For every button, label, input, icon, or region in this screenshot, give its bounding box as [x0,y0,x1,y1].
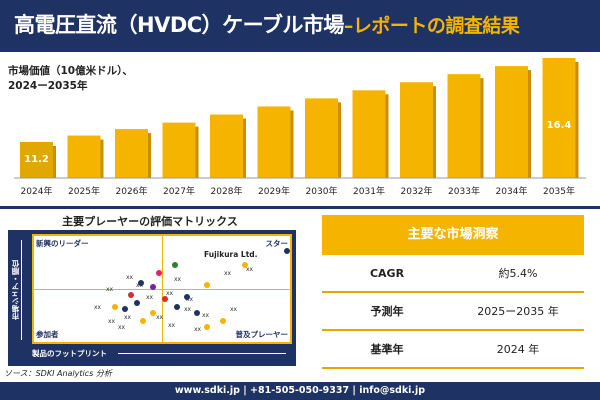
bar-2029年 [257,106,291,178]
bar-2032年 [400,82,433,178]
x-tick-label: 2027年 [163,185,195,197]
bar-2027年 [162,122,196,178]
bar-2024年 [20,142,53,178]
insight-row-base-year: 基準年 2024 年 [322,331,584,369]
chart-label-line2: 2024ー2035年 [8,80,88,92]
matrix-player-dot [204,324,210,330]
bar-2026年 [115,129,148,178]
matrix-player-label: xx [106,286,114,293]
matrix-player-dot [174,304,180,310]
matrix-player-dot [122,306,128,312]
x-tick-label: 2035年 [543,185,575,197]
matrix-player-dot [204,282,210,288]
page-title: 高電圧直流（HVDC）ケーブル市場–レポートの調査結果 [14,13,520,37]
bar-value-label: 11.2 [24,154,49,165]
matrix-title: 主要プレーヤーの評価マトリックス [62,215,238,228]
page-subtitle: –レポートの調査結果 [343,15,520,37]
insight-key: CAGR [369,266,405,280]
header-banner: 高電圧直流（HVDC）ケーブル市場–レポートの調査結果 [0,0,600,52]
bar-2035年 [542,58,576,178]
matrix-player-dot [194,310,200,316]
matrix-player-label: xx [124,314,132,321]
x-tick-label: 2028年 [211,185,243,197]
matrix-player-label: xx [94,304,102,311]
x-tick-label: 2029年 [258,185,290,197]
source-note: ソース：SDKI Analytics 分析 [4,369,112,378]
matrix-y-axis-label: 市場シェア・順位 [11,260,20,320]
matrix-player-label: xx [202,312,210,319]
matrix-player-dot [242,262,248,268]
matrix-player-dot [128,292,134,298]
bar-2034年 [495,66,528,178]
x-tick-label: 2032年 [401,185,433,197]
matrix-player-label: xx [184,306,192,313]
insight-value: 約5.4% [498,267,538,280]
matrix-player-dot [150,310,156,316]
insight-key: 予測年 [370,305,404,318]
bar-value-label: 16.4 [547,120,572,131]
matrix-player-dot [172,262,178,268]
matrix-player-label: xx [194,326,202,333]
insight-row-forecast: 予測年 2025ー2035 年 [322,293,584,331]
insight-value: 2024 年 [496,343,540,356]
matrix-player-dot [162,296,168,302]
matrix-player-label: xx [156,314,164,321]
x-tick-label: 2034年 [496,185,528,197]
matrix-player-dot [184,294,190,300]
insight-value: 2025ー2035 年 [477,305,559,318]
matrix-player-label: xx [146,294,154,301]
quadrant-label-emerging-leaders: 新興のリーダー [36,239,89,248]
y-axis-arrow [21,240,22,340]
bar-2033年 [447,74,481,178]
matrix-player-label: xx [126,274,134,281]
matrix-player-dot [138,280,144,286]
matrix-player-dot [150,284,156,290]
matrix-player-label: xx [136,282,144,289]
matrix-player-label: xx [168,322,176,329]
matrix-player-dot [134,300,140,306]
matrix-player-dot [220,318,226,324]
matrix-x-axis-label: 製品のフットプリント [32,349,107,358]
x-tick-label: 2031年 [353,185,385,197]
x-tick-label: 2024年 [21,185,53,197]
bar-2028年 [210,114,243,178]
matrix-player-dot [140,318,146,324]
insight-row-cagr: CAGR 約5.4% [322,255,584,293]
chart-label: 市場価値（10億米ドル）、 2024ー2035年 [8,64,133,94]
quadrant-label-pervasive-players: 普及プレーヤー [235,330,289,339]
matrix-player-label: xx [166,290,174,297]
matrix-player-label: xx [108,318,116,325]
quadrant-divider-horizontal [34,289,290,290]
matrix-player-label: xx [186,296,194,303]
bar-2030年 [305,98,338,178]
x-tick-label: 2033年 [448,185,480,197]
highlight-company-label: Fujikura Ltd. [204,250,258,259]
matrix-player-label: xx [118,324,126,331]
matrix-player-dot [112,304,118,310]
market-insights-table: 主要な市場洞察 CAGR 約5.4% 予測年 2025ー2035 年 基準年 2… [322,215,584,369]
matrix-plot-area: 新興のリーダー スター 参加者 普及プレーヤー Fujikura Ltd. xx… [32,234,292,344]
matrix-player-dot [284,248,290,254]
quadrant-label-stars: スター [265,239,289,248]
matrix-player-label: xx [246,266,254,273]
x-tick-label: 2025年 [68,185,100,197]
evaluation-matrix: 市場シェア・順位 新興のリーダー スター 参加者 普及プレーヤー Fujikur… [8,230,296,366]
x-tick-label: 2026年 [116,185,148,197]
chart-label-line1: 市場価値（10億米ドル）、 [8,65,133,77]
insight-key: 基準年 [370,343,404,356]
matrix-player-label: xx [224,270,232,277]
footer-contact: www.sdki.jp | +81-505-050-9337 | info@sd… [0,382,600,400]
x-tick-label: 2030年 [306,185,338,197]
bar-2031年 [352,90,386,178]
matrix-player-label: xx [174,276,182,283]
bar-2025年 [67,135,101,178]
x-axis-arrow [118,353,286,354]
insights-header: 主要な市場洞察 [322,215,584,255]
matrix-player-dot [156,270,162,276]
bar-chart: 2024年 11.2 2025年 2026年 2027年 2028年 2029年 2030年 2… [14,58,586,197]
quadrant-label-participants: 参加者 [36,330,59,339]
matrix-player-label: xx [230,306,238,313]
section-divider [0,206,600,209]
